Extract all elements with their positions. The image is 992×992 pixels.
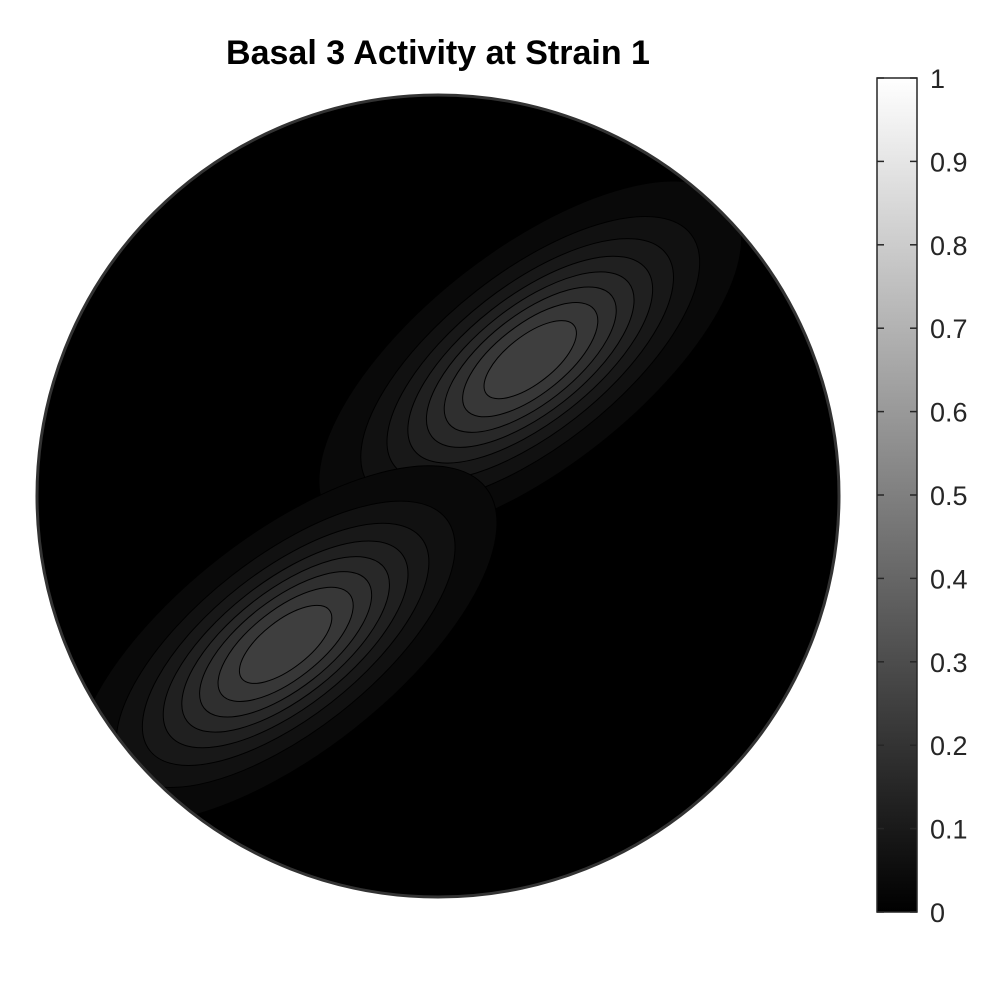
colorbar-tick-label: 0.5 — [930, 481, 968, 511]
pole-figure — [35, 93, 841, 899]
colorbar-tick-label: 0.8 — [930, 231, 968, 261]
colorbar-tick-label: 0.4 — [930, 564, 968, 594]
chart-title: Basal 3 Activity at Strain 1 — [226, 34, 650, 72]
contour-band — [483, 320, 577, 400]
colorbar-tick-label: 0.2 — [930, 731, 968, 761]
colorbar-ticks: 0 0.1 0.2 0.3 0.4 0.5 0.6 0.7 0.8 0.9 1 — [877, 64, 968, 928]
colorbar-tick-label: 0.1 — [930, 815, 968, 845]
colorbar-tick-label: 0.3 — [930, 648, 968, 678]
colorbar-tick-label: 0.7 — [930, 314, 968, 344]
pole-figure-outline — [35, 93, 841, 899]
colorbar-tick-label: 0 — [930, 898, 945, 928]
colorbar: 0 0.1 0.2 0.3 0.4 0.5 0.6 0.7 0.8 0.9 1 — [876, 64, 968, 928]
colorbar-tick-label: 0.6 — [930, 398, 968, 428]
colorbar-tick-label: 1 — [930, 64, 945, 94]
contour-band — [238, 604, 333, 684]
colorbar-tick-label: 0.9 — [930, 147, 968, 177]
contour-layer — [73, 180, 743, 824]
